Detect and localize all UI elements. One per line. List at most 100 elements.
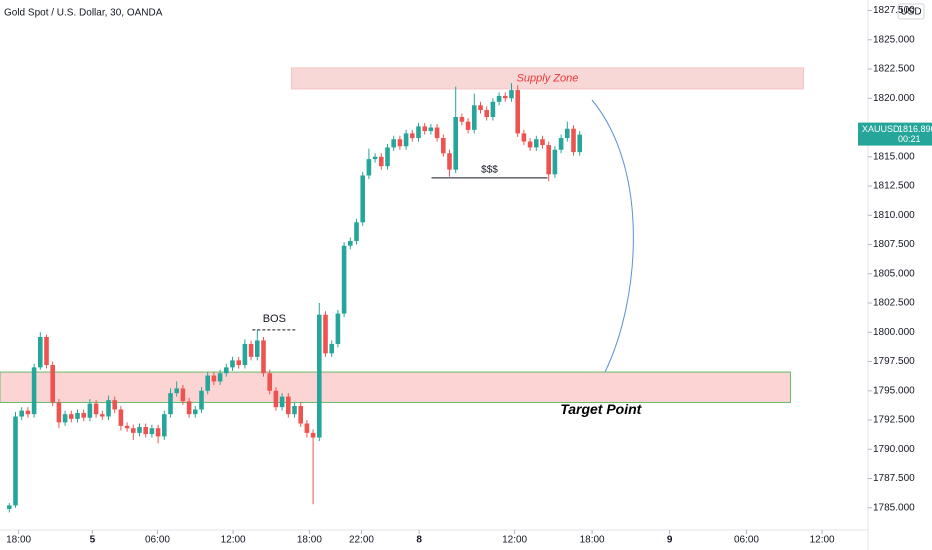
candle-body xyxy=(509,90,514,99)
candle-body xyxy=(25,410,31,415)
candle-body xyxy=(242,343,248,366)
candle-body xyxy=(565,128,570,139)
y-tick-label: 1792.500 xyxy=(873,415,915,426)
candle-body xyxy=(391,139,396,148)
last-price-box xyxy=(858,122,932,146)
y-tick-label: 1812.500 xyxy=(873,181,915,192)
candle-body xyxy=(348,241,353,246)
x-tick-label: 12:00 xyxy=(221,535,246,546)
chart-title: Gold Spot / U.S. Dollar, 30, OANDA xyxy=(4,8,163,19)
candle-body xyxy=(292,405,297,415)
candle-body xyxy=(44,336,49,366)
candle-body xyxy=(149,428,155,435)
y-tick-label: 1797.500 xyxy=(873,356,915,367)
candle-body xyxy=(199,390,204,410)
y-tick-label: 1827.500 xyxy=(873,5,915,16)
currency-box xyxy=(897,3,925,20)
candle-body xyxy=(335,313,341,344)
candle-body xyxy=(286,396,291,415)
y-tick-label: 1815.000 xyxy=(873,151,915,162)
candle-body xyxy=(577,134,582,153)
candle-body xyxy=(410,133,415,139)
candle-body xyxy=(546,145,551,175)
candle-body xyxy=(453,116,458,170)
candle-body xyxy=(484,109,489,117)
candle-body xyxy=(515,90,520,134)
candle-body xyxy=(323,314,328,354)
candle-body xyxy=(478,105,483,110)
candle-body xyxy=(50,365,55,403)
candle-body xyxy=(137,427,142,433)
candle-body xyxy=(230,360,235,368)
candle-body xyxy=(81,413,86,418)
candle-body xyxy=(403,133,409,147)
candle-body xyxy=(261,340,266,374)
last-price-symbol: XAUUSD xyxy=(862,124,900,134)
x-tick-label: 9 xyxy=(667,535,673,546)
candle-body xyxy=(472,105,477,130)
zone-label: Target Point xyxy=(560,401,642,417)
candle-body xyxy=(19,410,24,417)
candle-body xyxy=(131,428,136,433)
candle-body xyxy=(416,126,421,139)
x-tick-label: 8 xyxy=(416,535,422,546)
candle-body xyxy=(298,405,303,424)
x-tick-label: 06:00 xyxy=(145,535,170,546)
y-tick-label: 1795.000 xyxy=(873,385,915,396)
candle-body xyxy=(447,153,452,170)
candle-body xyxy=(186,401,192,415)
y-tick-label: 1802.500 xyxy=(873,298,915,309)
y-tick-label: 1790.000 xyxy=(873,444,915,455)
candle-body xyxy=(69,414,74,419)
y-tick-label: 1822.500 xyxy=(873,64,915,75)
zone-label: Supply Zone xyxy=(517,72,579,84)
x-tick-label: 12:00 xyxy=(502,535,527,546)
candle-body xyxy=(174,388,179,394)
candle-body xyxy=(13,416,18,506)
candle-body xyxy=(106,400,111,417)
candle-body xyxy=(118,409,124,426)
x-tick-label: 12:00 xyxy=(810,535,835,546)
candle-body xyxy=(93,403,99,415)
level-label: $$$ xyxy=(481,164,498,175)
candle-body xyxy=(317,314,322,438)
candle-body xyxy=(248,343,254,357)
projection-arc xyxy=(591,99,634,373)
candle-body xyxy=(441,138,446,154)
candle-body xyxy=(571,128,576,153)
candle-body xyxy=(372,156,378,160)
candle-body xyxy=(124,425,130,429)
candle-body xyxy=(112,400,117,410)
candle-body xyxy=(162,414,167,437)
x-tick-label: 18:00 xyxy=(6,535,31,546)
y-tick-label: 1820.000 xyxy=(873,93,915,104)
candle-body xyxy=(304,423,310,433)
candle-body xyxy=(310,432,316,438)
candle-body xyxy=(540,139,545,146)
level-label: BOS xyxy=(263,313,286,325)
candle-body xyxy=(422,126,427,132)
y-tick-label: 1825.000 xyxy=(873,34,915,45)
x-tick-label: 18:00 xyxy=(580,535,605,546)
x-tick-label: 06:00 xyxy=(734,535,759,546)
candle-body xyxy=(255,340,260,357)
candle-body xyxy=(329,343,334,354)
candle-body xyxy=(465,121,471,130)
candle-body xyxy=(193,409,198,415)
candle-body xyxy=(558,138,564,150)
candle-body xyxy=(155,428,161,437)
candle-body xyxy=(360,175,365,223)
y-tick-label: 1810.000 xyxy=(873,210,915,221)
candle-body xyxy=(180,388,186,402)
candle-body xyxy=(490,101,496,117)
candle-body xyxy=(217,373,223,382)
candle-body xyxy=(459,116,465,122)
zone xyxy=(290,67,805,90)
x-tick-label: 18:00 xyxy=(297,535,322,546)
candle-body xyxy=(267,373,272,391)
candle-body xyxy=(211,375,217,382)
y-tick-label: 1785.000 xyxy=(873,502,915,513)
candle-body xyxy=(279,396,285,408)
